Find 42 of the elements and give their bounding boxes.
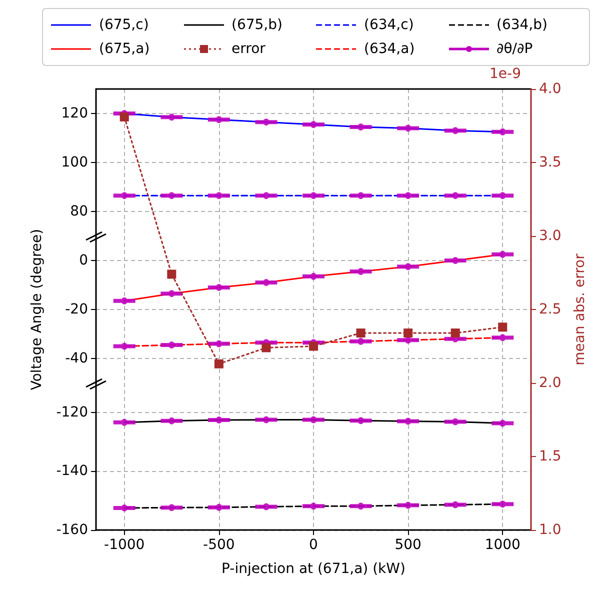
point — [498, 322, 508, 332]
y2-tick-label: 3.5 — [539, 154, 562, 170]
point — [450, 328, 460, 338]
point — [309, 342, 318, 351]
legend-label: (675,c) — [99, 17, 149, 33]
point — [120, 112, 129, 122]
x-tick-label: -500 — [203, 537, 235, 553]
y-tick-label: 80 — [70, 204, 88, 220]
y-axis-title: Voltage Angle (degree) — [29, 228, 45, 390]
legend-label: (675,b) — [232, 17, 282, 33]
point — [167, 270, 176, 279]
legend-label: ∂θ/∂P — [496, 41, 533, 57]
y-tick-label: -120 — [56, 404, 88, 420]
y-tick-label: -140 — [56, 463, 88, 480]
legend-label: (675,a) — [99, 41, 150, 57]
y-tick-label: 120 — [61, 106, 88, 122]
x-tick-label: 500 — [394, 537, 422, 553]
y-tick-label: 100 — [61, 154, 88, 170]
y2-tick-label: 1.0 — [539, 522, 562, 538]
point — [404, 328, 413, 338]
legend-label: (634,a) — [364, 41, 415, 57]
legend-label: (634,b) — [496, 17, 548, 33]
x-tick-label: -1000 — [104, 537, 145, 553]
x-tick-label: 1000 — [484, 537, 520, 553]
y2-tick-label: 4.0 — [539, 81, 562, 97]
y2-tick-label: 2.0 — [539, 375, 562, 391]
point — [262, 343, 271, 352]
legend-label: error — [232, 41, 266, 57]
point — [214, 359, 224, 368]
x-tick-label: 0 — [309, 537, 318, 553]
y2-axis-title: mean abs. error — [572, 253, 588, 366]
y2-tick-label: 3.0 — [539, 228, 562, 244]
y-tick-label: -40 — [65, 350, 88, 366]
text: 1e-9 — [490, 66, 522, 82]
y2-tick-label: 1.5 — [539, 448, 562, 464]
y-tick-label: 0 — [79, 252, 88, 268]
y2-tick-label: 2.5 — [539, 302, 562, 318]
point — [356, 328, 366, 338]
x-axis-title: P-injection at (671,a) (kW) — [222, 561, 406, 577]
legend-label: (634,c) — [364, 17, 414, 33]
y-tick-label: -160 — [56, 522, 88, 538]
y-tick-label: -20 — [65, 302, 88, 318]
